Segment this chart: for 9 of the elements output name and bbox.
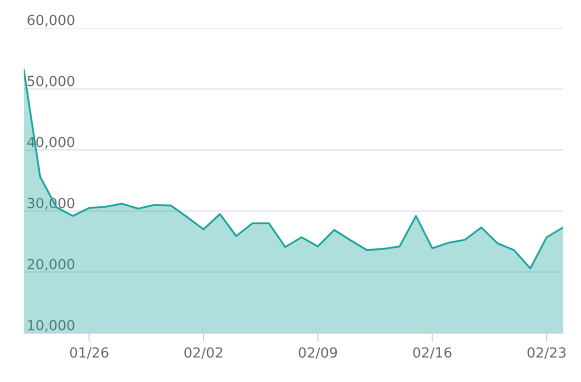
y-tick-label: 50,000 (28, 76, 74, 88)
y-tick-label: 20,000 (28, 258, 74, 271)
x-tick-label: 02/02 (184, 347, 222, 359)
y-tick-label: 10,000 (28, 320, 74, 332)
y-tick-label: 60,000 (28, 14, 74, 27)
x-tick-label: 02/23 (528, 347, 566, 359)
x-tick-label: 02/09 (298, 347, 337, 359)
x-tick-label: 02/16 (413, 347, 452, 359)
x-tick-label: 01/26 (70, 347, 108, 359)
